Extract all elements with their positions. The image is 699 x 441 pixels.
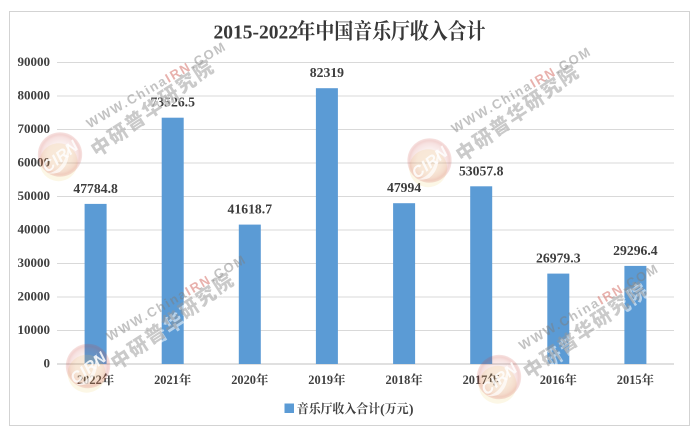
svg-text:29296.4: 29296.4: [613, 243, 658, 258]
svg-text:53057.8: 53057.8: [459, 163, 504, 178]
svg-text:2020: 2020: [231, 373, 256, 387]
svg-text:41618.7: 41618.7: [228, 202, 273, 217]
svg-text:2019: 2019: [308, 373, 333, 387]
svg-text:47994: 47994: [387, 180, 421, 195]
svg-text:82319: 82319: [310, 65, 344, 80]
svg-text:26979.3: 26979.3: [536, 251, 581, 266]
svg-text:2015-2022: 2015-2022: [214, 23, 299, 44]
svg-text:90000: 90000: [18, 54, 51, 69]
svg-text:WWW.ChinaIRN.COM: WWW.ChinaIRN.COM: [84, 38, 230, 131]
svg-text:10000: 10000: [18, 322, 51, 337]
svg-text:WWW.ChinaIRN.COM: WWW.ChinaIRN.COM: [449, 43, 595, 136]
svg-text:40000: 40000: [18, 221, 51, 236]
svg-text:70000: 70000: [18, 121, 51, 136]
svg-text:50000: 50000: [18, 188, 51, 203]
svg-text:(: (: [380, 401, 385, 416]
svg-text:0: 0: [44, 355, 51, 370]
svg-text:47784.8: 47784.8: [73, 181, 118, 196]
svg-text:2018: 2018: [386, 373, 411, 387]
svg-text:80000: 80000: [18, 87, 51, 102]
svg-text:30000: 30000: [18, 255, 51, 270]
svg-text:2021: 2021: [154, 373, 179, 387]
svg-text:2016: 2016: [540, 373, 565, 387]
svg-text:): ): [409, 401, 414, 416]
svg-text:20000: 20000: [18, 288, 51, 303]
svg-text:2015: 2015: [617, 373, 642, 387]
